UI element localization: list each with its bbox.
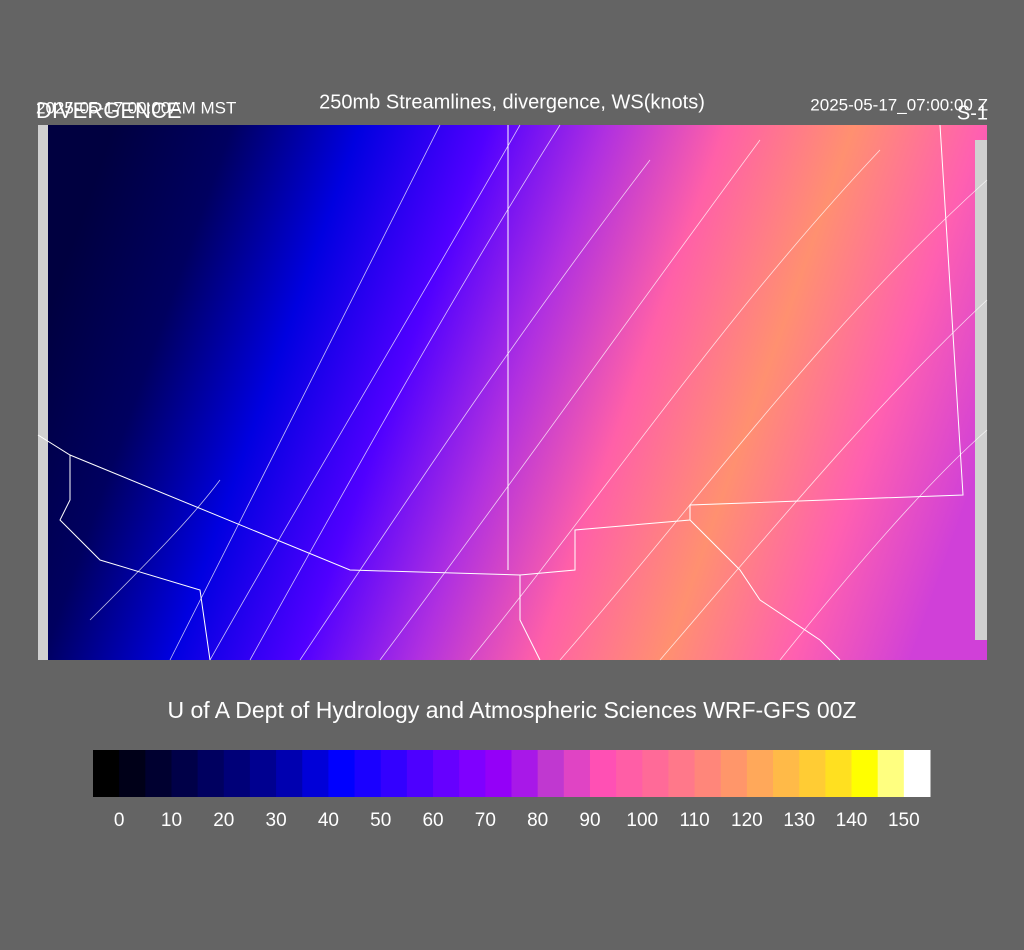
colorbar-bin: [799, 750, 826, 797]
colorbar-bin: [249, 750, 277, 797]
colorbar-bin: [171, 750, 199, 797]
colorbar-bin: [877, 750, 905, 797]
no-data-edge: [38, 125, 48, 660]
colorbar-bin: [119, 750, 146, 797]
streamline: [249, 124, 561, 661]
colorbar-bin: [406, 750, 434, 797]
streamline: [559, 179, 988, 661]
colorbar-tick-label: 20: [213, 810, 234, 831]
streamline: [209, 124, 521, 661]
streamline: [469, 149, 881, 661]
colorbar-tick-label: 150: [888, 810, 920, 831]
colorbar-bin: [537, 750, 565, 797]
colorbar-tick-label: 30: [266, 810, 287, 831]
colorbar-tick-label: 100: [626, 810, 658, 831]
colorbar-tick-label: 130: [783, 810, 815, 831]
valid-time-local: 2025-05-17 00:00AM MST: [36, 98, 236, 117]
river: [519, 575, 541, 661]
colorbar-bin: [328, 750, 356, 797]
field-label: DIVERGENCE: [36, 98, 181, 123]
colorbar-bin: [380, 750, 408, 797]
valid-time-utc: 2025-05-17_07:00:00 Z: [810, 95, 988, 114]
colorbar-bin: [511, 750, 539, 797]
state-border: [37, 124, 964, 576]
colorbar: 0 10 20 30 40 50 60 70 80 90 100 110 120 130 140 150: [93, 750, 931, 831]
colorbar-tick-label: 70: [475, 810, 496, 831]
colorbar-bin: [433, 750, 460, 797]
colorbar-bin: [642, 750, 669, 797]
colorbar-tick-label: 40: [318, 810, 339, 831]
colorbar-bin: [851, 750, 879, 797]
colorbar-bin: [694, 750, 722, 797]
colorbar-tick-label: 80: [527, 810, 548, 831]
map-field: [38, 125, 987, 660]
streamline: [299, 159, 651, 661]
colorbar-tick-label: 90: [579, 810, 600, 831]
colorbar-bin: [903, 750, 931, 797]
colorbar-bin: [746, 750, 774, 797]
streamline: [659, 299, 988, 661]
colorbar-tick-label: 140: [836, 810, 868, 831]
no-data-edge: [975, 140, 987, 640]
coastline: [59, 455, 211, 661]
credit: U of A Dept of Hydrology and Atmospheric…: [167, 697, 856, 723]
streamline: [89, 479, 221, 621]
colorbar-tick-label: 120: [731, 810, 763, 831]
colorbar-bin: [616, 750, 643, 797]
border: [689, 519, 841, 661]
colorbar-bin: [197, 750, 225, 797]
colorbar-bin: [276, 750, 303, 797]
map-title: 250mb Streamlines, divergence, WS(knots): [319, 91, 705, 113]
streamline: [779, 429, 988, 661]
colorbar-tick-label: 110: [679, 810, 709, 831]
boundaries: [37, 124, 964, 661]
colorbar-bin: [773, 750, 800, 797]
colorbar-tick-label: 0: [114, 810, 125, 831]
colorbar-tick-label: 60: [422, 810, 443, 831]
colorbar-bin: [354, 750, 382, 797]
colorbar-bin: [302, 750, 329, 797]
colorbar-bin: [459, 750, 486, 797]
colorbar-bin: [485, 750, 512, 797]
run-label: S-1: [957, 102, 988, 124]
streamline: [379, 139, 761, 661]
colorbar-tick-label: 10: [161, 810, 182, 831]
colorbar-bin: [825, 750, 853, 797]
colorbar-bin: [668, 750, 696, 797]
colorbar-bin: [589, 750, 617, 797]
colorbar-bin: [223, 750, 251, 797]
colorbar-bin: [720, 750, 748, 797]
colorbar-tick-label: 50: [370, 810, 391, 831]
colorbar-bin: [145, 750, 172, 797]
colorbar-bin: [563, 750, 591, 797]
colorbar-bin: [93, 750, 120, 797]
